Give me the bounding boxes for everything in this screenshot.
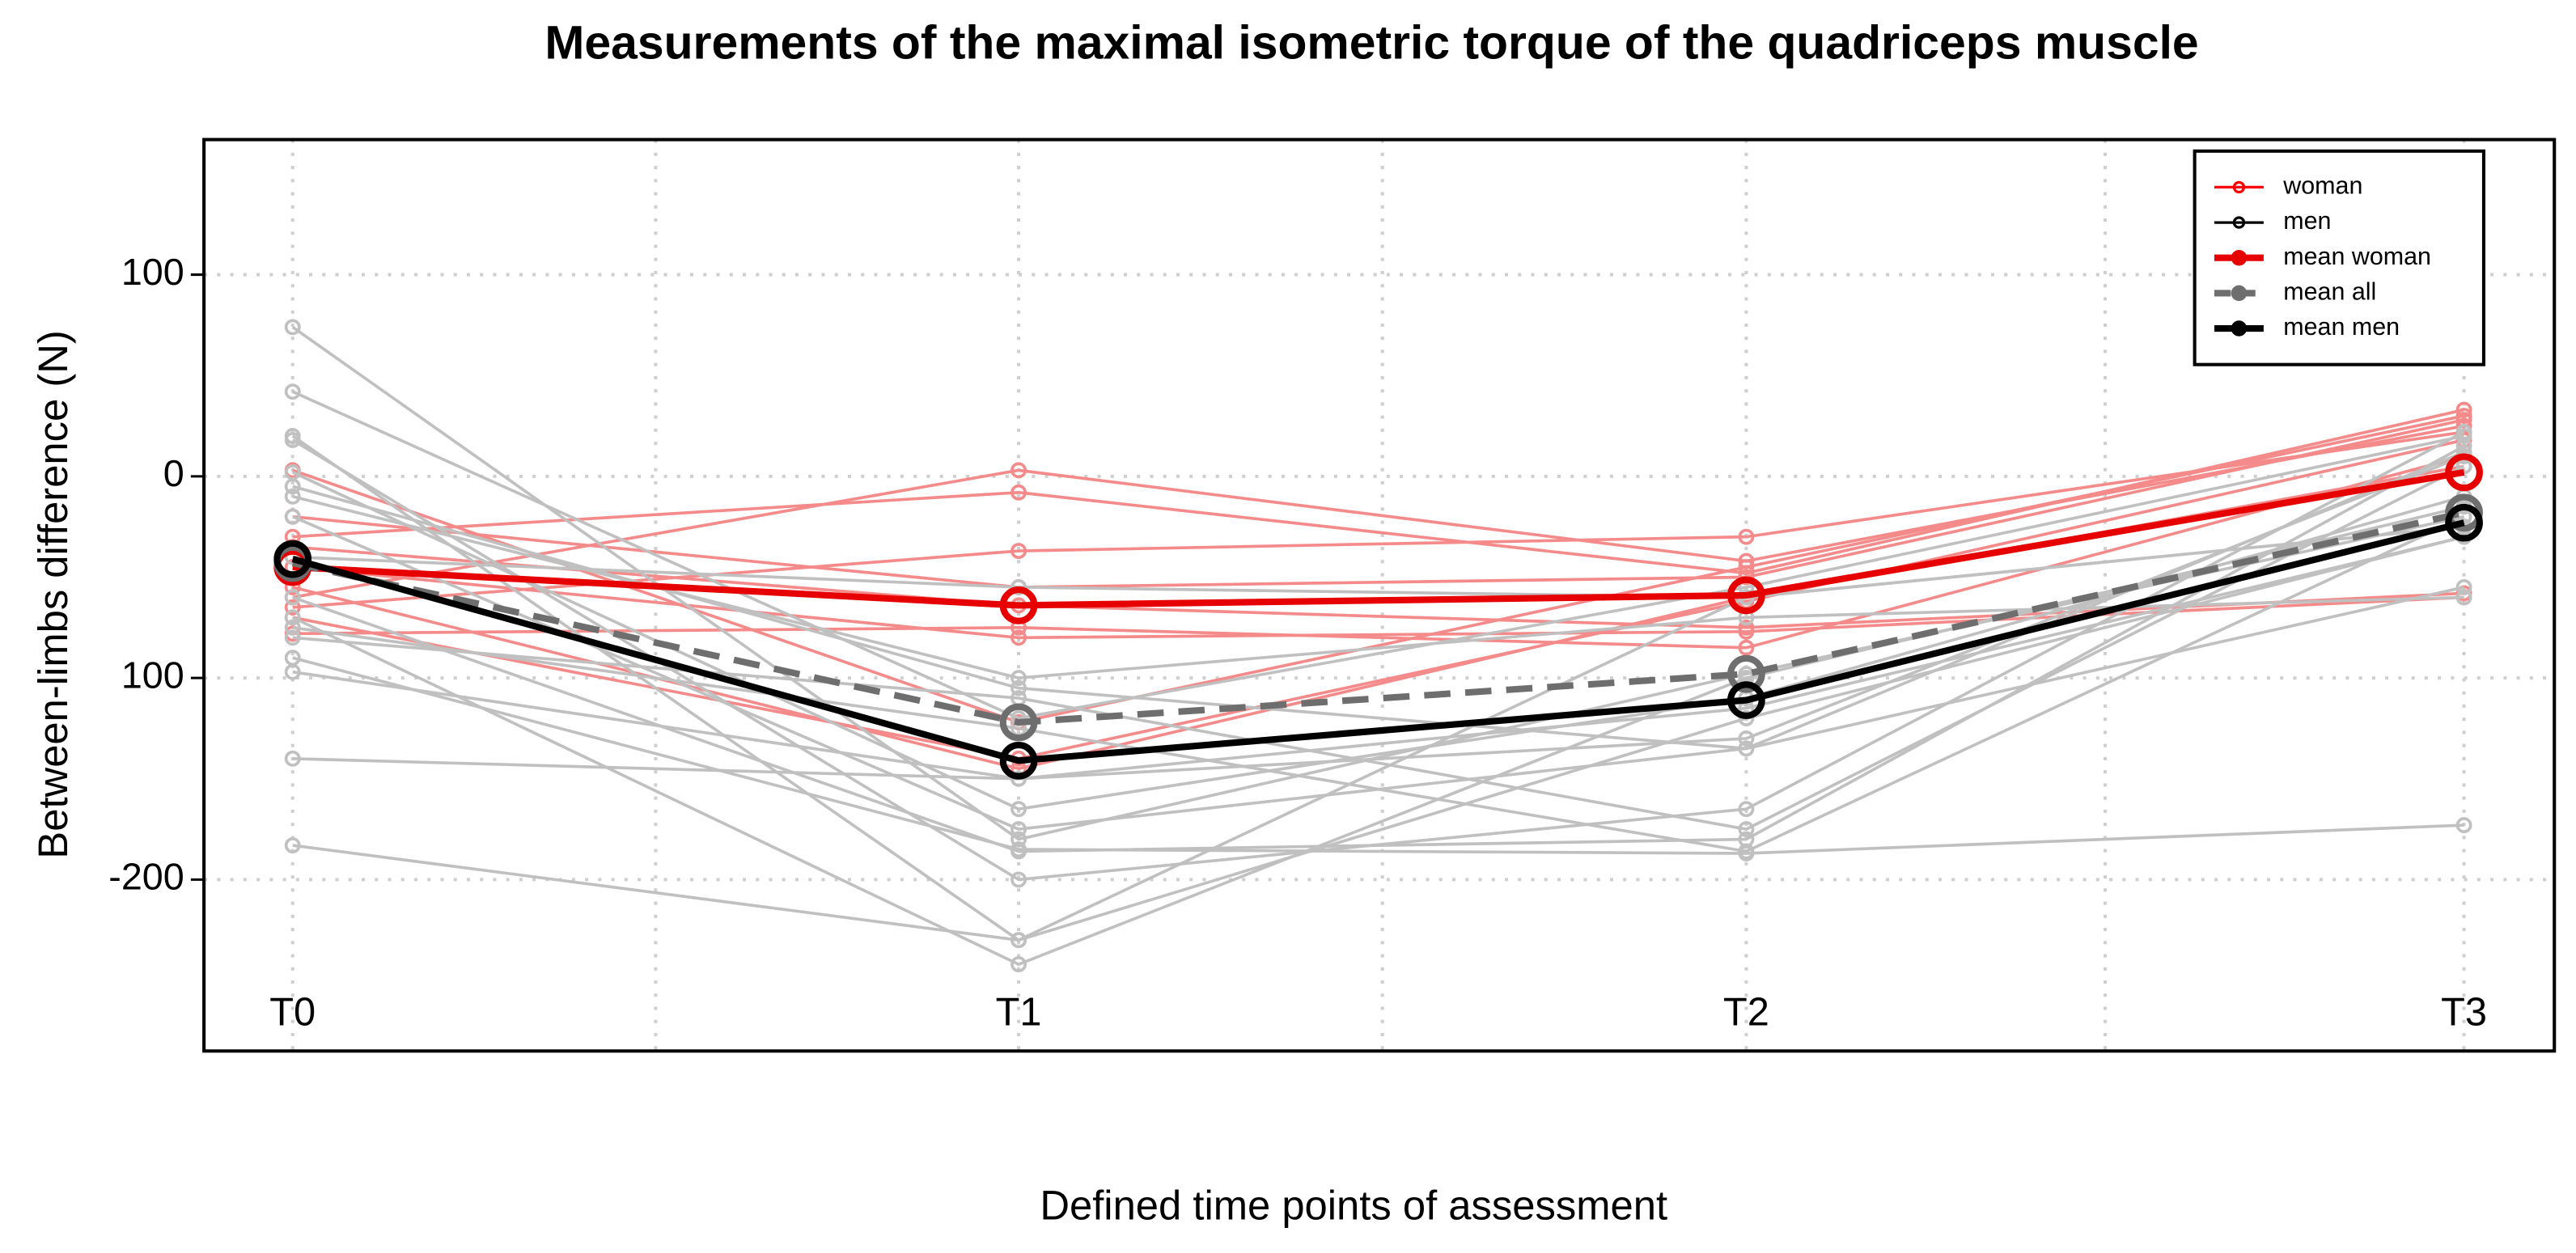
data-point — [1010, 462, 1027, 479]
y-tick-label: 100 — [121, 654, 184, 696]
x-tick-label: T2 — [1723, 991, 1769, 1035]
legend-label: woman — [2282, 171, 2362, 199]
legend-label: mean all — [2283, 277, 2376, 305]
legend-label: mean woman — [2283, 243, 2431, 270]
legend-marker — [2231, 249, 2248, 266]
data-point — [1010, 841, 1027, 857]
data-line — [292, 468, 2465, 609]
data-point — [999, 586, 1038, 624]
data-point — [2445, 453, 2483, 492]
data-line — [292, 455, 2465, 650]
x-tick-label: T0 — [269, 991, 316, 1035]
data-point — [1010, 956, 1027, 973]
data-point — [284, 383, 301, 400]
data-line — [291, 390, 2464, 720]
data-point — [1010, 871, 1027, 888]
data-point — [1738, 730, 1755, 747]
data-point — [284, 478, 301, 495]
data-line — [292, 455, 2465, 781]
data-point — [284, 508, 301, 525]
data-point — [999, 703, 1038, 742]
y-tick-label: 100 — [121, 251, 184, 293]
x-tick-label: T3 — [2441, 991, 2487, 1035]
data-point — [1738, 619, 1755, 636]
data-point — [284, 589, 301, 606]
x-axis-label: Defined time points of assessment — [1040, 1183, 1667, 1229]
data-point — [284, 663, 301, 680]
data-point — [1010, 670, 1027, 687]
data-line — [292, 408, 2464, 575]
data-point — [284, 629, 301, 646]
data-point — [1010, 543, 1027, 560]
data-line — [292, 525, 2464, 942]
y-tick-label: -200 — [108, 856, 184, 898]
data-point — [2455, 401, 2472, 418]
data-point — [1738, 639, 1755, 656]
data-point — [1010, 770, 1027, 787]
data-point — [1727, 576, 1765, 615]
legend-label: mean men — [2283, 313, 2400, 341]
data-point — [2455, 579, 2472, 595]
data-line — [292, 464, 2465, 831]
data-line — [291, 509, 2465, 726]
data-point — [2455, 817, 2472, 834]
data-point — [284, 599, 301, 616]
plot-frame — [202, 138, 2557, 1053]
data-point — [1738, 843, 1755, 860]
data-point — [1727, 654, 1765, 693]
data-line — [292, 424, 2464, 599]
data-point — [999, 741, 1038, 780]
data-point — [273, 540, 312, 578]
y-axis-label: Between-limbs difference (N) — [30, 330, 76, 858]
legend-marker — [2232, 216, 2246, 229]
data-point — [1738, 821, 1755, 838]
data-point — [284, 319, 301, 336]
data-point — [284, 488, 301, 505]
data-line — [291, 505, 2465, 967]
data-point — [1738, 569, 1755, 586]
data-point — [1738, 528, 1755, 545]
data-point — [284, 837, 301, 853]
data-point — [1010, 801, 1027, 818]
data-point — [284, 609, 301, 626]
data-point — [1010, 821, 1027, 838]
data-point — [2455, 589, 2472, 606]
data-point — [284, 432, 301, 448]
data-point — [1010, 679, 1027, 696]
data-point — [1010, 579, 1027, 595]
x-tick-label: T1 — [996, 991, 1042, 1035]
data-point — [284, 619, 301, 636]
data-line — [291, 434, 2465, 942]
data-point — [1010, 484, 1027, 501]
legend-marker — [2231, 320, 2248, 337]
data-point — [1727, 681, 1765, 719]
legend-label: men — [2283, 207, 2331, 235]
chart-title: Measurements of the maximal isometric to… — [544, 16, 2198, 69]
data-line — [292, 535, 2465, 781]
data-line — [291, 519, 2465, 764]
legend-marker — [2231, 285, 2248, 302]
y-tick-label: 0 — [163, 452, 184, 494]
data-line — [292, 430, 2464, 609]
data-line — [292, 515, 2465, 853]
data-line — [292, 656, 2464, 855]
data-point — [1010, 629, 1027, 646]
data-point — [2445, 503, 2483, 542]
data-point — [1738, 740, 1755, 757]
data-point — [1010, 932, 1027, 949]
data-point — [1738, 710, 1755, 726]
data-point — [284, 750, 301, 767]
data-line — [292, 418, 2464, 589]
data-point — [1738, 801, 1755, 818]
legend-marker — [2232, 180, 2246, 194]
